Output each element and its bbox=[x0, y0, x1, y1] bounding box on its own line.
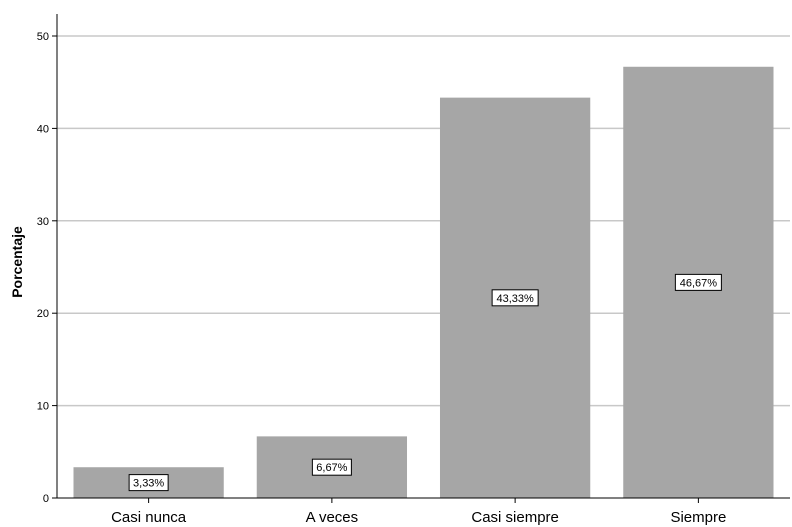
data-label-box bbox=[491, 289, 539, 307]
data-label-text: 43,33% bbox=[496, 293, 534, 305]
bars: 3,33% 6,67% 43,33% 46,67% bbox=[73, 66, 774, 499]
data-label-box bbox=[674, 273, 722, 291]
data-label: 46,67% bbox=[674, 273, 722, 291]
data-label-text: 6,67% bbox=[316, 462, 347, 474]
data-label: 3,33% bbox=[128, 474, 169, 492]
y-tick-label: 40 bbox=[37, 123, 49, 135]
data-label-text: 3,33% bbox=[133, 478, 164, 490]
y-axis-title: Porcentaje bbox=[9, 226, 25, 298]
data-label: 43,33% bbox=[491, 289, 539, 307]
data-label-text: 46,67% bbox=[680, 277, 718, 289]
y-tick-label: 10 bbox=[37, 401, 49, 413]
axes: 0 10 20 30 40 50 Casi nunca A veces Casi siempre… bbox=[37, 14, 790, 526]
y-tick-label: 0 bbox=[43, 493, 49, 505]
data-label-box bbox=[128, 474, 169, 492]
y-tick-label: 50 bbox=[37, 31, 49, 43]
y-tick-label: 30 bbox=[37, 216, 49, 228]
x-tick-label: Siempre bbox=[670, 509, 726, 526]
x-tick-label: A veces bbox=[306, 509, 359, 526]
y-tick-label: 20 bbox=[37, 308, 49, 320]
x-tick-label: Casi siempre bbox=[471, 509, 559, 526]
data-label: 6,67% bbox=[311, 458, 352, 476]
x-tick-label: Casi nunca bbox=[111, 509, 187, 526]
data-label-box bbox=[311, 458, 352, 476]
